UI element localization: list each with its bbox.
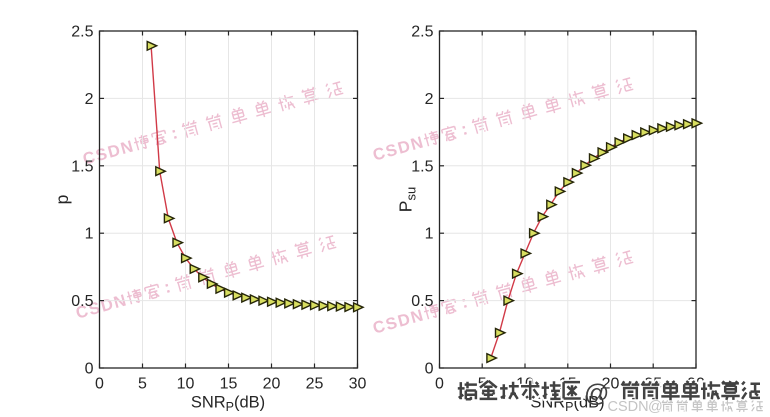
svg-text:25: 25 <box>306 376 324 393</box>
svg-text:0: 0 <box>425 361 434 378</box>
svg-text:30: 30 <box>349 376 367 393</box>
svg-text:0: 0 <box>95 376 104 393</box>
svg-text:@: @ <box>584 380 609 408</box>
svg-text:@: @ <box>648 399 663 415</box>
svg-text::: : <box>459 119 470 139</box>
svg-text:10: 10 <box>177 376 195 393</box>
svg-text:p: p <box>52 195 72 205</box>
svg-text:2.5: 2.5 <box>71 24 93 41</box>
svg-text:0: 0 <box>85 361 94 378</box>
svg-text::: : <box>459 292 470 312</box>
svg-text:CSDN: CSDN <box>608 399 649 415</box>
svg-text:SNRP(dB): SNRP(dB) <box>191 394 265 415</box>
svg-text:2: 2 <box>85 91 94 108</box>
svg-text::: : <box>169 123 180 143</box>
svg-text:0.5: 0.5 <box>411 293 433 310</box>
svg-text:20: 20 <box>263 376 281 393</box>
svg-text:2.5: 2.5 <box>411 24 433 41</box>
svg-text:1.5: 1.5 <box>71 158 93 175</box>
svg-text:5: 5 <box>138 376 147 393</box>
svg-text:15: 15 <box>220 376 238 393</box>
svg-text:1.5: 1.5 <box>411 158 433 175</box>
svg-text:0.5: 0.5 <box>71 293 93 310</box>
svg-text:0: 0 <box>435 376 444 393</box>
svg-text:1: 1 <box>425 226 434 243</box>
svg-text:1: 1 <box>85 226 94 243</box>
svg-text:20: 20 <box>602 376 620 393</box>
svg-text::: : <box>162 277 173 297</box>
svg-text:2: 2 <box>425 91 434 108</box>
